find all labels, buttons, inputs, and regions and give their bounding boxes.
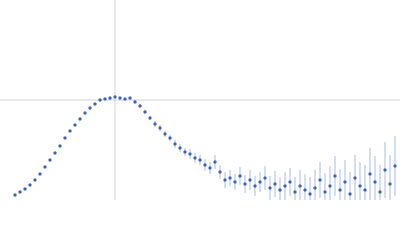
data-point (358, 184, 362, 188)
data-point (368, 172, 372, 176)
data-point (363, 188, 367, 192)
data-point (93, 102, 97, 106)
data-point (53, 151, 57, 155)
chart (0, 0, 400, 200)
data-point (383, 168, 387, 172)
data-point (148, 116, 152, 120)
data-point (38, 172, 42, 176)
data-point (258, 180, 262, 184)
data-point (323, 190, 327, 194)
data-point (28, 183, 32, 187)
data-point (143, 110, 147, 114)
data-point (333, 174, 337, 178)
data-point (263, 176, 267, 180)
data-point (198, 158, 202, 162)
data-point (178, 146, 182, 150)
data-point (378, 190, 382, 194)
data-point (288, 180, 292, 184)
data-point (188, 152, 192, 156)
data-point (388, 182, 392, 186)
data-point (243, 182, 247, 186)
data-point (248, 178, 252, 182)
data-point (138, 104, 142, 108)
data-point (213, 160, 217, 164)
data-point (73, 123, 77, 127)
data-point (278, 188, 282, 192)
data-point (253, 184, 257, 188)
data-point (183, 150, 187, 154)
data-point (208, 166, 212, 170)
data-point (98, 98, 102, 102)
data-point (63, 136, 67, 140)
data-point (273, 182, 277, 186)
data-point (233, 180, 237, 184)
data-point (218, 170, 222, 174)
data-point (58, 144, 62, 148)
data-point (228, 176, 232, 180)
data-point (153, 122, 157, 126)
data-point (238, 174, 242, 178)
data-point (168, 136, 172, 140)
data-point (48, 158, 52, 162)
data-point (83, 111, 87, 115)
data-point (373, 180, 377, 184)
data-point (128, 96, 132, 100)
data-point (118, 96, 122, 100)
data-point (328, 184, 332, 188)
data-point (293, 190, 297, 194)
data-point (103, 97, 107, 101)
data-point (203, 163, 207, 167)
data-point (113, 95, 117, 99)
data-point (133, 100, 137, 104)
data-point (18, 190, 22, 194)
data-point (163, 132, 167, 136)
data-point (108, 96, 112, 100)
data-point (343, 180, 347, 184)
data-point (13, 193, 17, 197)
data-point (193, 156, 197, 160)
data-point (23, 187, 27, 191)
data-point (393, 164, 397, 168)
data-point (158, 126, 162, 130)
data-point (268, 186, 272, 190)
data-point (338, 188, 342, 192)
data-point (313, 186, 317, 190)
data-point (298, 184, 302, 188)
data-point (78, 117, 82, 121)
data-point (68, 129, 72, 133)
data-point (303, 188, 307, 192)
data-point (123, 97, 127, 101)
data-point (223, 178, 227, 182)
data-point (33, 178, 37, 182)
data-point (88, 106, 92, 110)
data-point (283, 184, 287, 188)
data-point (353, 176, 357, 180)
data-point (308, 192, 312, 196)
data-point (43, 165, 47, 169)
data-point (173, 142, 177, 146)
page: (() => { const data = JSON.parse(documen… (0, 0, 400, 200)
data-point (348, 192, 352, 196)
data-point (318, 178, 322, 182)
